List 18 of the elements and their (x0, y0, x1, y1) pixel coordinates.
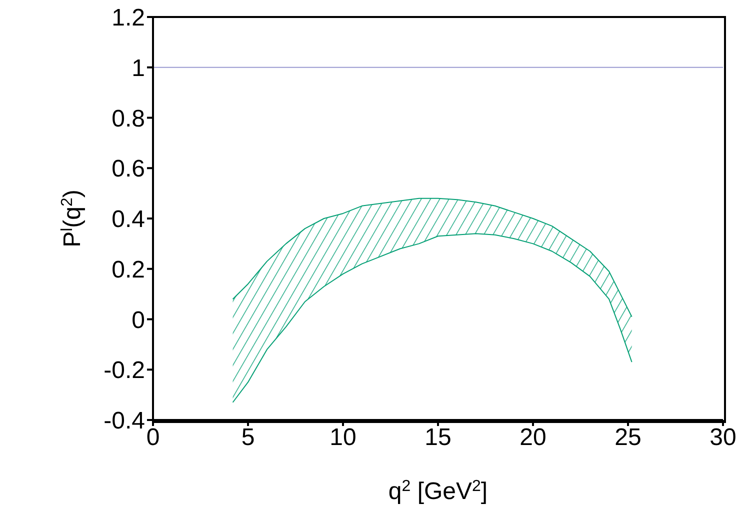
y-tick-label: 0.6 (112, 156, 145, 183)
y-tick-label: -0.2 (104, 357, 145, 384)
y-tick-label: 0 (132, 306, 145, 334)
x-tick-label: 15 (424, 424, 452, 452)
y-tick-label: 1.2 (112, 4, 145, 32)
x-tick-label: 30 (710, 424, 736, 452)
line-series (232, 233, 632, 403)
line-series (232, 198, 632, 318)
y-tick-label: 0.8 (112, 105, 145, 132)
x-tick-label: 20 (520, 424, 546, 452)
y-tick-label: 0.2 (112, 256, 145, 284)
x-tick-label: 5 (241, 424, 255, 452)
x-tick-label: 25 (614, 424, 642, 452)
y-tick-label: -0.4 (104, 408, 145, 435)
x-axis-title: q$^{2}$ [GeV$^{2}$] (388, 478, 488, 505)
y-tick-label: 0.4 (112, 206, 145, 234)
x-tick-label: 10 (330, 424, 356, 452)
y-tick-label: 1 (132, 54, 145, 82)
